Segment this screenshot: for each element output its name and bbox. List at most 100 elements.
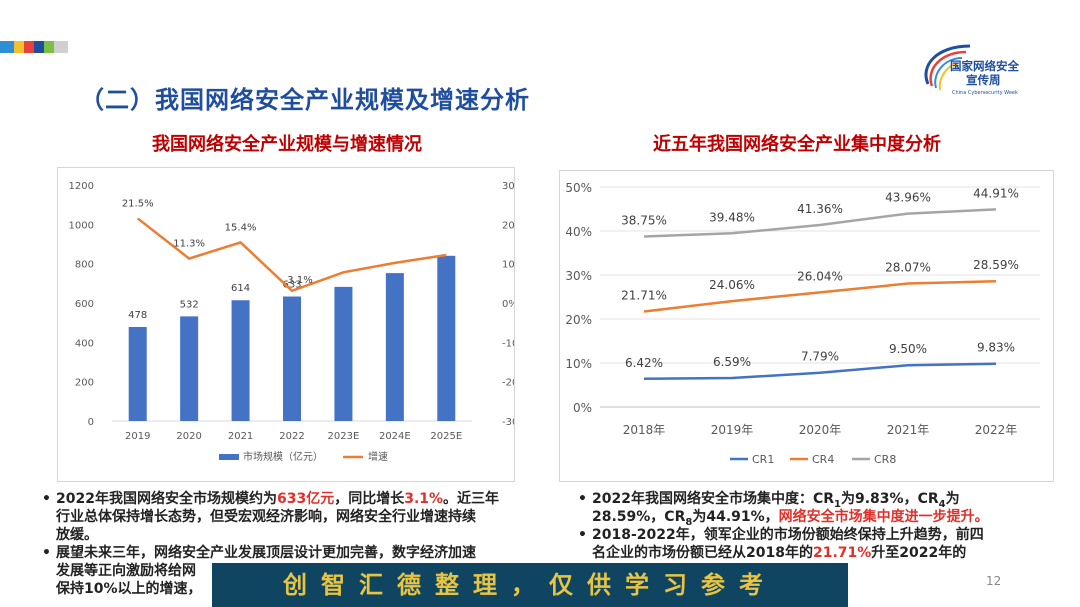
logo-line2: 宣传周	[966, 73, 1001, 87]
data-label-cr4: 26.04%	[797, 269, 843, 283]
legend-label-cr1: CR1	[752, 453, 774, 466]
y-tick-label-right: 20%	[502, 220, 514, 231]
bar-data-label: 478	[128, 310, 147, 321]
bullet-text: 2022年我国网络安全市场集中度：CR	[592, 491, 835, 507]
data-label-cr4: 24.06%	[709, 278, 755, 292]
y-tick-label-right: -20%	[502, 378, 514, 389]
legend-label-cr8: CR8	[874, 453, 896, 466]
watermark-banner: 创智汇德整理，仅供学习参考	[212, 563, 848, 607]
x-tick-label: 2022年	[975, 423, 1018, 437]
deco-stripe	[34, 41, 44, 53]
data-label-cr8: 38.75%	[621, 214, 667, 228]
bar-data-label: 532	[180, 299, 199, 310]
y-tick-label: 20%	[565, 313, 592, 327]
left-bullet-list: • 2022年我国网络安全市场规模约为633亿元，同比增长3.1%。近三年 行业总体…	[40, 490, 560, 598]
page-number: 12	[986, 574, 1002, 588]
data-label-cr1: 9.83%	[977, 341, 1015, 355]
bullet-dot: •	[578, 491, 587, 507]
y-tick-label-right: 10%	[502, 260, 514, 271]
market-size-bar	[180, 316, 199, 421]
data-label-cr1: 7.79%	[801, 350, 839, 364]
highlight-text: 网络安全市场集中度进一步提升。	[778, 509, 989, 525]
y-tick-label-left: 1200	[69, 181, 94, 192]
bullet-text: 展望未来三年，网络安全产业发展顶层设计更加完善，数字经济加速	[56, 545, 476, 561]
market-size-bar	[231, 300, 250, 421]
growth-data-label: 11.3%	[173, 239, 205, 250]
bullet-text: 名企业的市场份额已经从2018年的	[592, 545, 813, 561]
data-label-cr4: 28.07%	[885, 260, 931, 274]
bullet-text: 为9.83%，CR	[841, 491, 939, 507]
legend-swatch-bar	[219, 454, 239, 460]
series-line-cr1	[643, 362, 997, 381]
y-tick-label: 0%	[573, 401, 592, 415]
bullet-line: 保持10%以上的增速，	[40, 580, 560, 598]
x-tick-label: 2024E	[379, 431, 411, 442]
growth-data-label: 3.1%	[287, 275, 312, 286]
bullet-text: ，同比增长	[334, 491, 405, 507]
bullet-text: 发展等正向激励将给网	[56, 563, 196, 579]
right-bullet-list: • 2022年我国网络安全市场集中度：CR1为9.83%，CR4为 28.59%，C…	[576, 490, 1046, 562]
data-label-cr1: 6.42%	[625, 356, 663, 370]
x-tick-label: 2021	[228, 431, 253, 442]
data-label-cr4: 28.59%	[973, 258, 1019, 272]
x-tick-label: 2020	[176, 431, 201, 442]
x-tick-label: 2025E	[430, 431, 462, 442]
bar-data-label: 633	[282, 280, 301, 291]
bullet-line: • 2018-2022年，领军企业的市场份额始终保持上升趋势，前四	[576, 526, 1046, 544]
cyber-week-logo-icon: 国家网络安全 宣传周 China Cybersecurity Week	[924, 44, 1019, 96]
x-tick-label: 2019	[125, 431, 150, 442]
y-tick-label-right: 30%	[502, 181, 514, 192]
bullet-text: 28.59%，CR	[592, 509, 686, 525]
data-label-cr1: 9.50%	[889, 342, 927, 356]
bullet-text: 升至2022年的	[871, 545, 967, 561]
deco-stripe	[14, 41, 24, 53]
concentration-chart-svg: 0% 10% 20% 30% 40% 50% 2018年 2019年 2020年 2021年 202…	[565, 181, 1040, 466]
bullet-text: 8	[685, 516, 693, 528]
deco-stripe	[54, 41, 68, 53]
series-line-cr8	[643, 208, 997, 238]
data-label-cr8: 43.96%	[885, 191, 931, 205]
y-tick-label: 40%	[565, 225, 592, 239]
y-tick-label: 50%	[565, 181, 592, 195]
bullet-line: • 展望未来三年，网络安全产业发展顶层设计更加完善，数字经济加速	[40, 544, 560, 562]
y-tick-label-left: 1000	[69, 220, 94, 231]
legend-label-bar: 市场规模（亿元）	[243, 450, 323, 463]
y-tick-label: 30%	[565, 269, 592, 283]
bullet-text: 为44.91%，	[692, 509, 779, 525]
market-size-chart-svg: 0 200 400 600 800 1000 1200 -30% -20% -10% 0% 10% 20…	[69, 181, 528, 463]
bullet-text: 4	[938, 498, 946, 510]
y-tick-label: 10%	[565, 357, 592, 371]
data-label-cr1: 6.59%	[713, 355, 751, 369]
bullet-dot: •	[42, 545, 51, 561]
deco-stripe	[0, 41, 14, 53]
bullet-text: 1	[834, 498, 841, 510]
bullet-line: • 2022年我国网络安全市场规模约为633亿元，同比增长3.1%。近三年	[40, 490, 560, 508]
y-tick-label-left: 200	[75, 378, 94, 389]
x-tick-label: 2023E	[328, 431, 360, 442]
logo-subtitle: China Cybersecurity Week	[952, 90, 1018, 96]
growth-rate-line	[136, 217, 447, 293]
data-label-cr8: 39.48%	[709, 210, 755, 224]
decorative-color-strip	[0, 41, 68, 53]
growth-data-label: 21.5%	[122, 198, 154, 209]
deco-stripe	[24, 41, 34, 53]
bullet-dot: •	[42, 491, 51, 507]
bullet-text: 放缓。	[56, 527, 98, 543]
y-tick-label-right: -10%	[502, 338, 514, 349]
page-title: （二）我国网络安全产业规模及增速分析	[80, 86, 530, 114]
y-tick-label-left: 800	[75, 260, 94, 271]
y-tick-label-right: -30%	[502, 417, 514, 428]
cybersecurity-week-logo: 国家网络安全 宣传周 China Cybersecurity Week	[918, 40, 1036, 102]
y-tick-label-left: 0	[88, 417, 94, 428]
market-size-bar	[128, 326, 147, 421]
left-chart-title: 我国网络安全产业规模与增速情况	[152, 134, 422, 155]
x-tick-label: 2020年	[799, 423, 842, 437]
bullet-text: 2018-2022年，领军企业的市场份额始终保持上升趋势，前四	[592, 527, 984, 543]
data-label-cr8: 41.36%	[797, 202, 843, 216]
bullet-text: 行业总体保持增长态势，但受宏观经济影响，网络安全行业增速持续	[56, 509, 476, 525]
watermark-banner-text: 创智汇德整理，仅供学习参考	[283, 570, 777, 599]
bullet-dot: •	[578, 527, 587, 543]
highlight-text: 3.1%	[404, 491, 444, 507]
concentration-chart: 0% 10% 20% 30% 40% 50% 2018年 2019年 2020年 2021年 202…	[559, 170, 1054, 482]
bullet-text: 为	[945, 491, 960, 507]
